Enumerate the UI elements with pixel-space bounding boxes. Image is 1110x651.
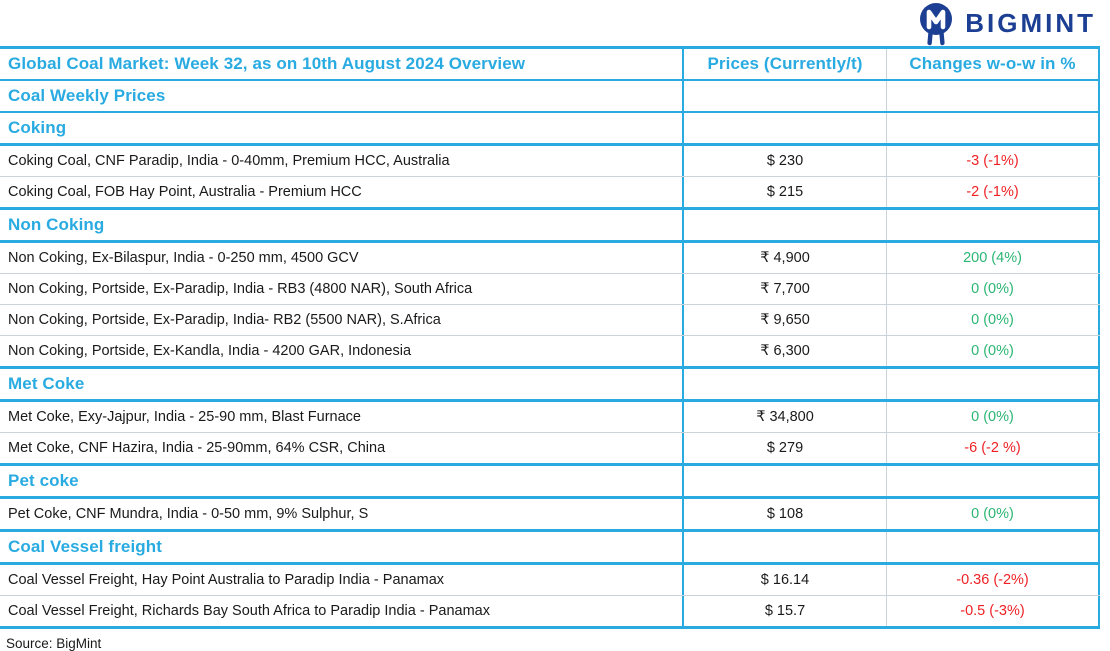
coal-price-table: Global Coal Market: Week 32, as on 10th … [0,46,1100,629]
row-price: ₹ 4,900 [682,243,886,273]
row-description: Coal Vessel Freight, Hay Point Australia… [8,572,445,588]
col-header-changes: Changes w-o-w in % [886,49,1100,79]
empty-change-cell [886,532,1100,562]
row-price: ₹ 6,300 [682,336,886,366]
source-note: Source: BigMint [6,636,102,651]
section-header-label: Non Coking [8,215,105,234]
brand-logo: BIGMINT [916,0,1096,46]
table-row: Coal Vessel Freight, Richards Bay South … [0,596,1100,629]
row-change: -0.36 (-2%) [886,565,1100,595]
empty-change-cell [886,81,1100,111]
row-change: 0 (0%) [886,305,1100,335]
table-row: Non Coking, Ex-Bilaspur, India - 0-250 m… [0,243,1100,274]
empty-change-cell [886,466,1100,496]
section-header-label: Pet coke [8,471,79,490]
empty-price-cell [682,466,886,496]
section-header-row: Met Coke [0,369,1100,402]
table-row: Met Coke, Exy-Jajpur, India - 25-90 mm, … [0,402,1100,433]
row-change: 200 (4%) [886,243,1100,273]
bigmint-owl-icon [920,3,953,46]
section-header-label: Coal Vessel freight [8,537,163,556]
table-row: Coking Coal, FOB Hay Point, Australia - … [0,177,1100,210]
row-change: -2 (-1%) [886,177,1100,207]
row-description: Non Coking, Portside, Ex-Kandla, India -… [8,343,412,359]
row-price: $ 215 [682,177,886,207]
row-change: 0 (0%) [886,402,1100,432]
section-header-row: Coal Vessel freight [0,532,1100,565]
top-bar: BIGMINT [0,0,1110,46]
row-change: -0.5 (-3%) [886,596,1100,626]
table-row: Met Coke, CNF Hazira, India - 25-90mm, 6… [0,433,1100,466]
row-change: 0 (0%) [886,336,1100,366]
row-change: -3 (-1%) [886,146,1100,176]
row-change: -6 (-2 %) [886,433,1100,463]
table-header-row: Global Coal Market: Week 32, as on 10th … [0,49,1100,81]
row-price: $ 16.14 [682,565,886,595]
row-description: Pet Coke, CNF Mundra, India - 0-50 mm, 9… [8,506,369,522]
row-price: $ 279 [682,433,886,463]
row-description: Met Coke, Exy-Jajpur, India - 25-90 mm, … [8,409,361,425]
table-row: Coal Vessel Freight, Hay Point Australia… [0,565,1100,596]
row-price: $ 230 [682,146,886,176]
col-header-prices: Prices (Currently/t) [682,49,886,79]
row-price: ₹ 9,650 [682,305,886,335]
empty-price-cell [682,369,886,399]
table-subtitle: Coal Weekly Prices [8,86,166,105]
empty-price-cell [682,210,886,240]
section-header-label: Coking [8,118,67,137]
table-row: Non Coking, Portside, Ex-Paradip, India-… [0,305,1100,336]
table-row: Pet Coke, CNF Mundra, India - 0-50 mm, 9… [0,499,1100,532]
row-price: ₹ 34,800 [682,402,886,432]
brand-name: BIGMINT [965,8,1096,38]
row-description: Non Coking, Portside, Ex-Paradip, India-… [8,312,441,328]
section-header-row: Pet coke [0,466,1100,499]
row-price: $ 15.7 [682,596,886,626]
row-change: 0 (0%) [886,499,1100,529]
section-header-row: Non Coking [0,210,1100,243]
row-price: ₹ 7,700 [682,274,886,304]
empty-price-cell [682,113,886,143]
row-price: $ 108 [682,499,886,529]
row-description: Coking Coal, FOB Hay Point, Australia - … [8,184,362,200]
row-description: Non Coking, Ex-Bilaspur, India - 0-250 m… [8,250,359,266]
empty-change-cell [886,369,1100,399]
table-row: Coking Coal, CNF Paradip, India - 0-40mm… [0,146,1100,177]
row-description: Coking Coal, CNF Paradip, India - 0-40mm… [8,153,450,169]
empty-change-cell [886,210,1100,240]
section-header-row: Coking [0,113,1100,146]
table-body: Coking Coking Coal, CNF Paradip, India - … [0,113,1100,629]
table-row: Non Coking, Portside, Ex-Paradip, India … [0,274,1100,305]
row-description: Met Coke, CNF Hazira, India - 25-90mm, 6… [8,440,386,456]
row-change: 0 (0%) [886,274,1100,304]
empty-price-cell [682,532,886,562]
table-subtitle-row: Coal Weekly Prices [0,81,1100,113]
empty-change-cell [886,113,1100,143]
table-row: Non Coking, Portside, Ex-Kandla, India -… [0,336,1100,369]
row-description: Non Coking, Portside, Ex-Paradip, India … [8,281,473,297]
table-title: Global Coal Market: Week 32, as on 10th … [8,54,526,73]
row-description: Coal Vessel Freight, Richards Bay South … [8,603,490,619]
empty-price-cell [682,81,886,111]
section-header-label: Met Coke [8,374,85,393]
